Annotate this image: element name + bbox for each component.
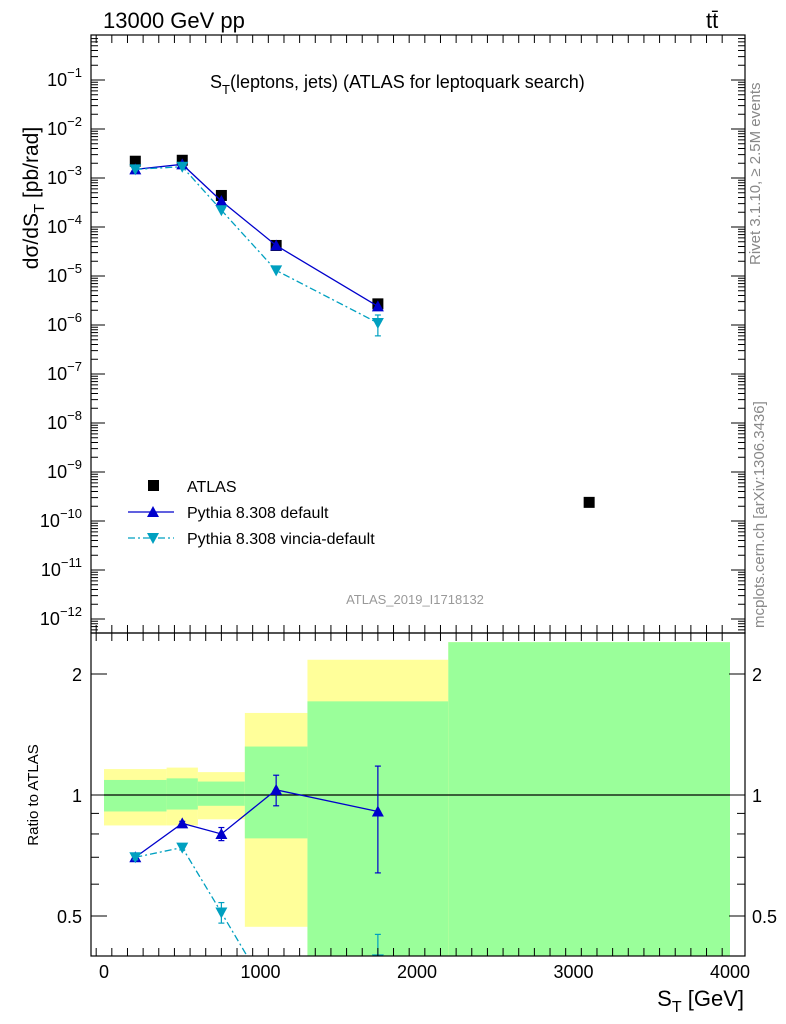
ratio-axis-ticks	[91, 633, 745, 956]
y-tick-label: 10−3	[47, 163, 82, 188]
ratio-point-0	[215, 827, 228, 839]
ratio-y-tick-label-right: 1	[752, 786, 762, 806]
x-axis-label-s: S	[657, 986, 672, 1011]
x-tick-label: 0	[99, 962, 109, 982]
ratio-tick-labels: 0 1000 2000 3000 4000 0.5 0.5 1 1 2 2	[57, 665, 777, 982]
main-y-tick-labels: 10−1 10−2 10−3 10−4 10−5 10−6 10−7 10−8 10−9 10−1…	[40, 65, 82, 629]
green-band	[448, 642, 730, 956]
x-tick-label: 1000	[240, 962, 280, 982]
legend: ATLAS Pythia 8.308 default Pythia 8.308 …	[128, 479, 375, 548]
main-point-0	[583, 496, 595, 508]
ratio-y-tick-label: 2	[72, 665, 82, 685]
main-axis-ticks	[91, 35, 745, 633]
ratio-y-tick-label-right: 0.5	[752, 907, 777, 927]
ratio-point-0	[371, 805, 384, 817]
ratio-y-axis-label: Ratio to ATLAS	[25, 744, 42, 845]
y-tick-label: 10−2	[47, 114, 82, 139]
legend-default-label: Pythia 8.308 default	[187, 505, 329, 522]
main-series-line-1	[135, 163, 379, 307]
y-tick-label: 10−10	[40, 506, 82, 531]
x-tick-label: 4000	[710, 962, 750, 982]
ratio-series-layer	[129, 765, 384, 1011]
ratio-point-1	[270, 1000, 282, 1011]
ratio-y-tick-label: 1	[72, 786, 82, 806]
ratio-point-0	[176, 817, 189, 829]
main-point-2	[129, 164, 142, 176]
ratio-y-tick-label-right: 2	[752, 665, 762, 685]
main-point-2	[270, 265, 283, 277]
main-title: ST(leptons, jets) (ATLAS for leptoquark …	[210, 72, 585, 97]
main-panel: 10−1 10−2 10−3 10−4 10−5 10−6 10−7 10−8 10−9 10−1…	[20, 34, 746, 634]
x-tick-label: 3000	[553, 962, 593, 982]
main-point-2	[176, 161, 189, 173]
x-axis-label-sub: T	[672, 999, 682, 1016]
y-tick-label: 10−6	[47, 310, 82, 335]
main-title-sub: T	[222, 82, 230, 97]
main-point-1	[270, 239, 283, 251]
process-label: tt̄	[706, 8, 718, 33]
green-band	[104, 779, 167, 812]
ratio-frame	[90, 632, 746, 957]
main-title-rest: (leptons, jets) (ATLAS for leptoquark se…	[230, 72, 585, 92]
rivet-version-label: Rivet 3.1.10, ≥ 2.5M events	[747, 83, 764, 266]
analysis-id-label: ATLAS_2019_I1718132	[346, 592, 484, 607]
mcplots-label: mcplots.cern.ch [arXiv:1306.3436]	[751, 401, 768, 628]
y-tick-label: 10−9	[47, 457, 82, 482]
ratio-y-tick-label: 0.5	[57, 907, 82, 927]
y-tick-label: 10−11	[41, 555, 82, 580]
legend-atlas-marker	[148, 480, 159, 491]
legend-vincia-label: Pythia 8.308 vincia-default	[187, 531, 375, 548]
main-point-1	[215, 194, 228, 206]
legend-atlas-label: ATLAS	[187, 479, 237, 496]
main-point-1	[371, 300, 384, 312]
ratio-point-1	[129, 852, 142, 864]
main-y-axis-label: dσ/dST [pb/rad]	[20, 127, 48, 269]
ratio-panel: 0 1000 2000 3000 4000 0.5 0.5 1 1 2 2 Ratio to ATL…	[25, 632, 777, 1016]
ratio-point-0	[270, 783, 283, 795]
main-point-2	[215, 205, 228, 217]
x-axis-label-rest: [GeV]	[682, 986, 744, 1011]
y-tick-label: 10−12	[40, 604, 82, 629]
main-series-line-2	[135, 166, 379, 324]
legend-vincia-marker	[147, 533, 159, 544]
y-tick-label: 10−7	[47, 359, 82, 384]
main-title-s: S	[210, 72, 222, 92]
green-band	[166, 778, 198, 810]
y-tick-label: 10−8	[47, 408, 82, 433]
main-point-2	[371, 317, 384, 329]
y-tick-label: 10−4	[47, 212, 82, 237]
ratio-uncertainty-bands	[104, 642, 730, 956]
legend-default-marker	[147, 506, 159, 517]
main-point-0	[129, 155, 141, 167]
ratio-point-1	[176, 842, 189, 854]
main-series-layer	[129, 154, 595, 508]
energy-label: 13000 GeV pp	[103, 8, 245, 33]
x-tick-label: 2000	[397, 962, 437, 982]
y-tick-label: 10−1	[47, 65, 82, 90]
y-tick-label: 10−5	[47, 261, 82, 286]
ratio-point-1	[215, 907, 228, 919]
x-axis-label: ST [GeV]	[657, 986, 744, 1016]
green-band	[197, 781, 245, 806]
